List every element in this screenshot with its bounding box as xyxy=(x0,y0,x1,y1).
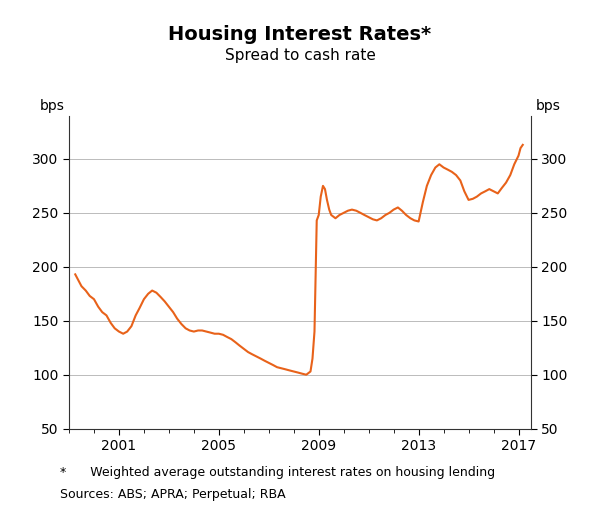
Text: bps: bps xyxy=(536,98,560,113)
Text: Housing Interest Rates*: Housing Interest Rates* xyxy=(169,25,431,44)
Text: *      Weighted average outstanding interest rates on housing lending: * Weighted average outstanding interest … xyxy=(60,466,495,479)
Text: bps: bps xyxy=(40,98,64,113)
Text: Sources: ABS; APRA; Perpetual; RBA: Sources: ABS; APRA; Perpetual; RBA xyxy=(60,488,286,501)
Text: Spread to cash rate: Spread to cash rate xyxy=(224,48,376,63)
